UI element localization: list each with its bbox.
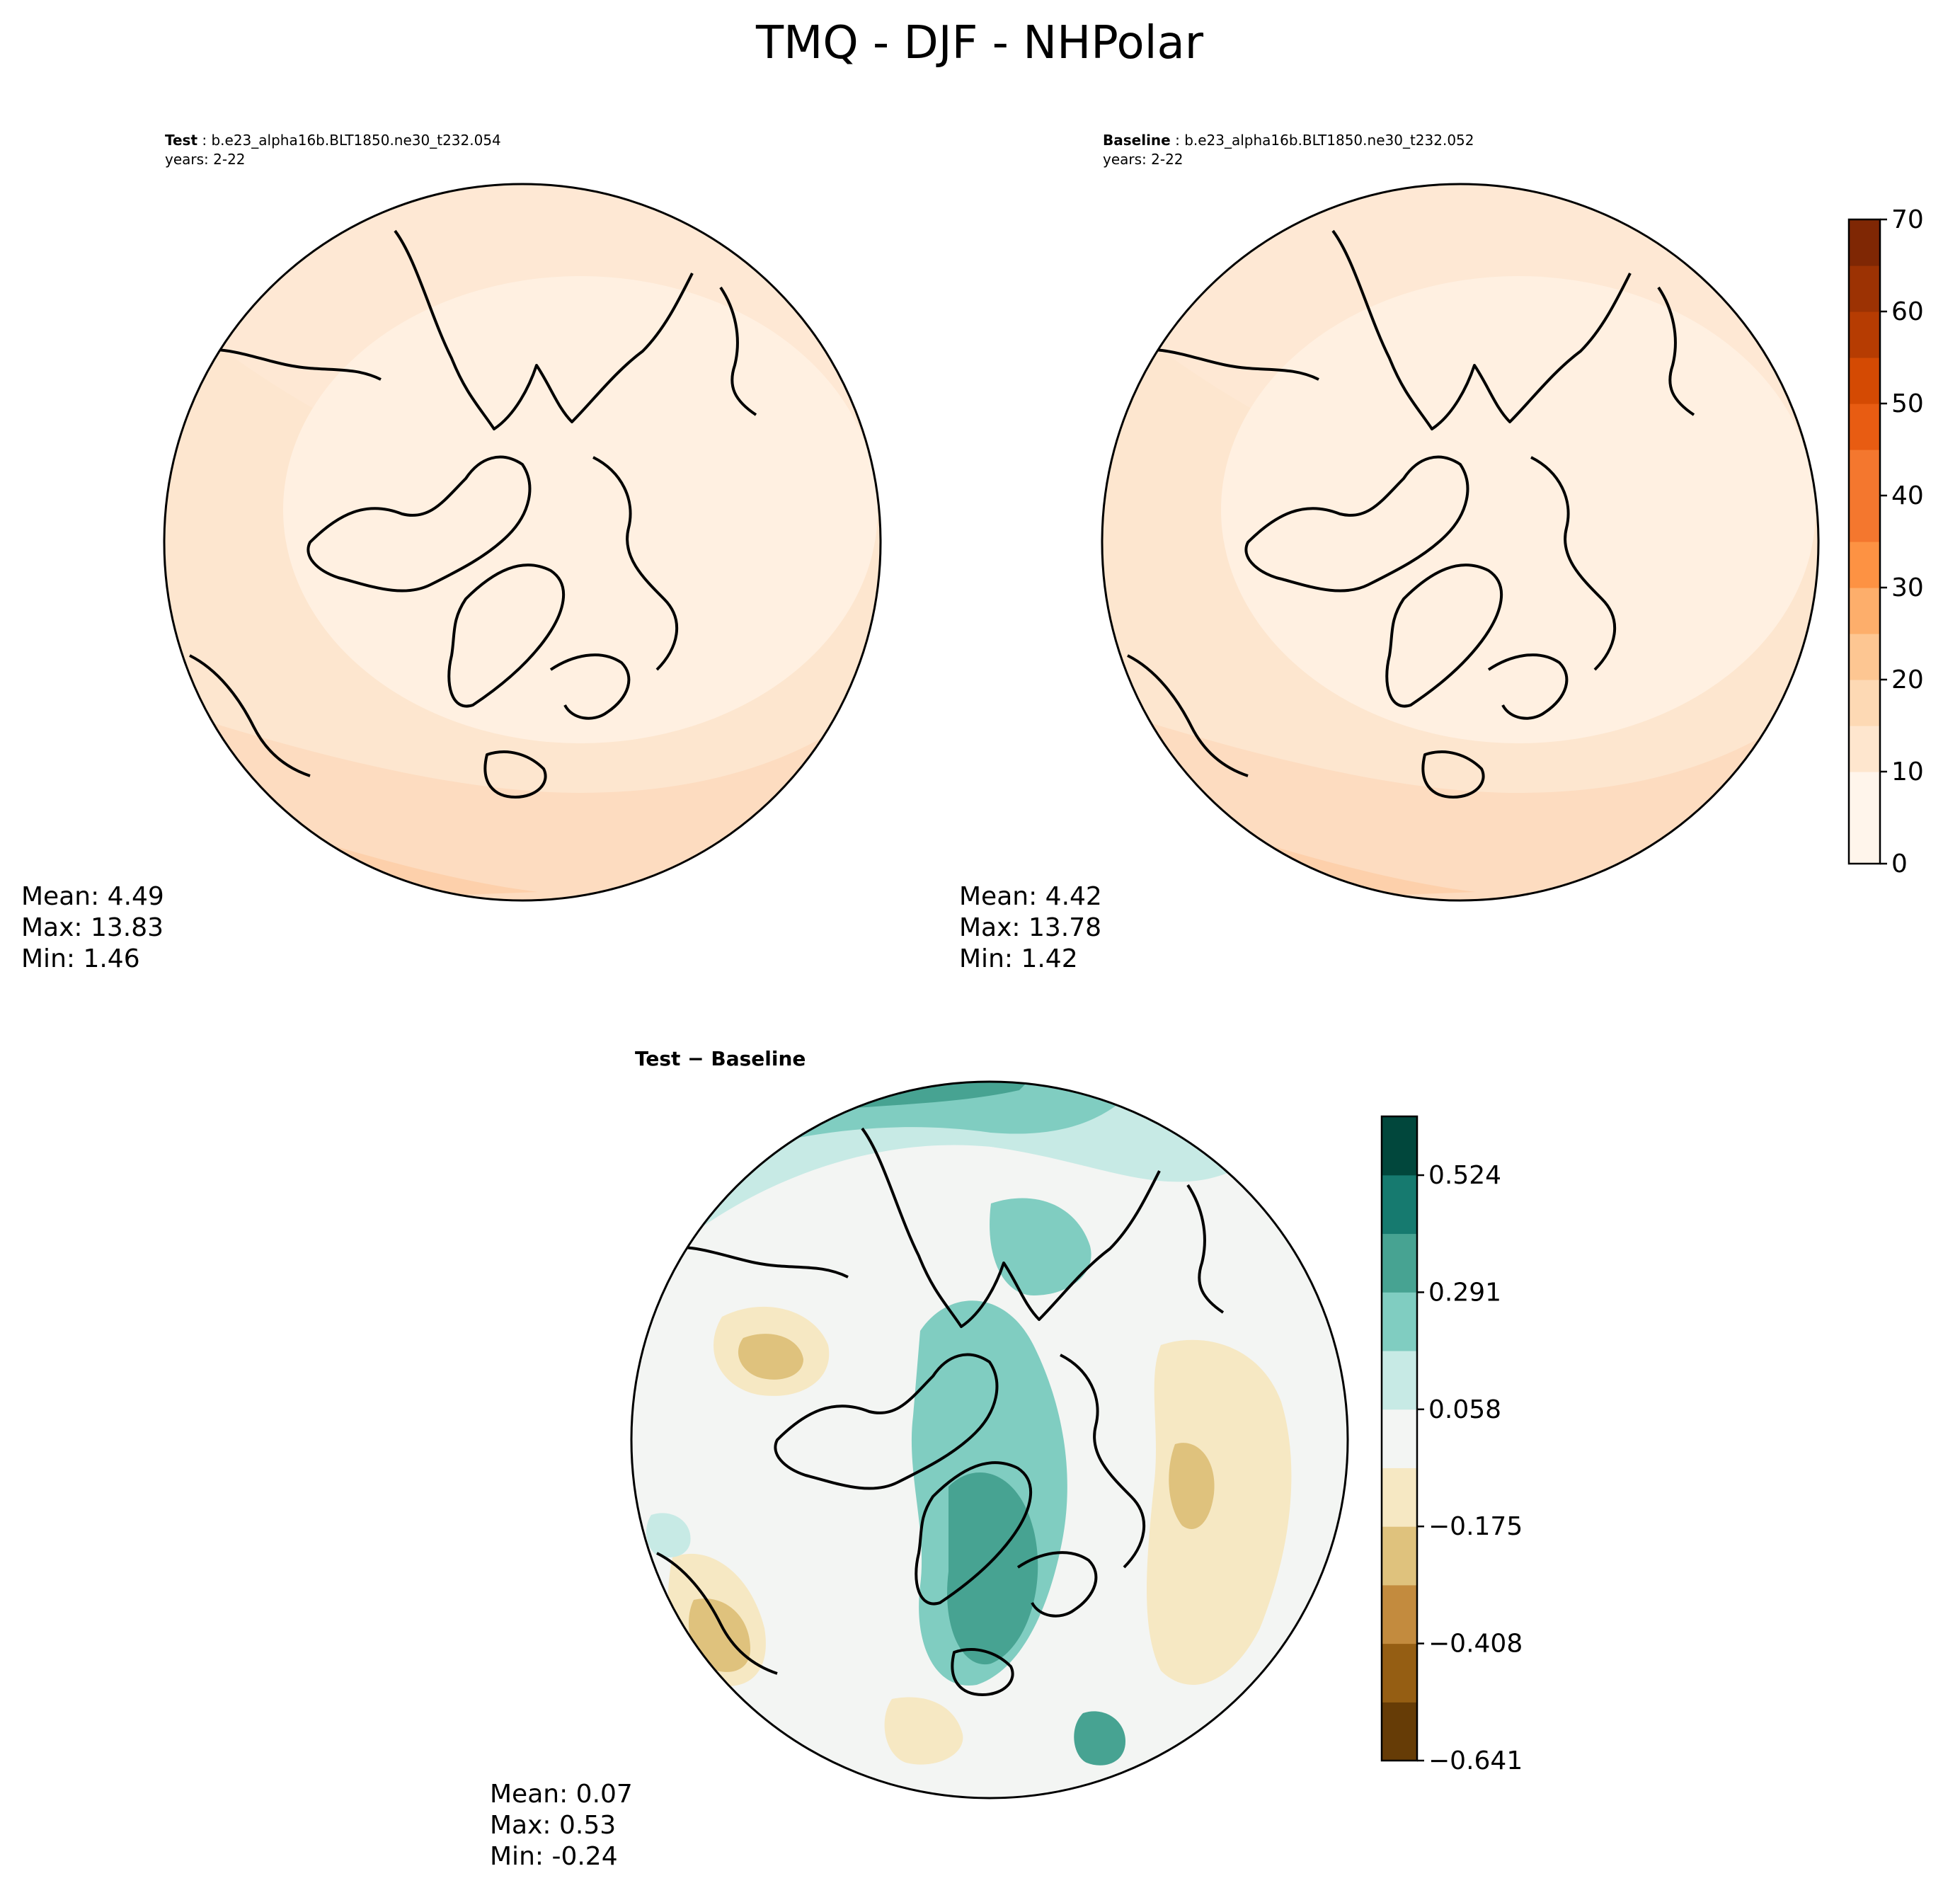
colorbar-seq-segment bbox=[1849, 265, 1880, 312]
panel-diff-label: Test − Baseline bbox=[635, 1047, 806, 1070]
colorbar-diverging: 0.524 0.291 0.058 −0.175 −0.408 −0.641 bbox=[1380, 1115, 1523, 1775]
colorbar-seq-tick-label: 60 bbox=[1891, 297, 1924, 326]
colorbar-seq-tick-label: 30 bbox=[1891, 573, 1924, 602]
colorbar-seq-segment bbox=[1849, 772, 1880, 818]
panel-baseline-max: Max: 13.78 bbox=[959, 913, 1101, 942]
panel-diff-mean: Mean: 0.07 bbox=[490, 1780, 633, 1809]
colorbar-div-segment bbox=[1382, 1643, 1417, 1703]
panel-test-mean: Mean: 4.49 bbox=[21, 882, 164, 911]
panel-diff-max: Max: 0.53 bbox=[490, 1811, 616, 1840]
colorbar-div-segment bbox=[1382, 1526, 1417, 1586]
colorbar-div-tick-label: −0.175 bbox=[1428, 1512, 1523, 1541]
colorbar-seq-segment bbox=[1849, 357, 1880, 404]
colorbar-div-tick-label: −0.641 bbox=[1428, 1746, 1523, 1775]
svg-text:Test : b.e23_alpha16b.BLT1850.: Test : b.e23_alpha16b.BLT1850.ne30_t232.… bbox=[165, 132, 501, 149]
colorbar-div-segment bbox=[1382, 1584, 1417, 1644]
colorbar-seq-tick-label: 70 bbox=[1891, 205, 1924, 234]
colorbar-seq-segment bbox=[1849, 450, 1880, 496]
colorbar-seq-tick-label: 10 bbox=[1891, 757, 1924, 786]
colorbar-seq-tick-label: 0 bbox=[1891, 849, 1908, 879]
colorbar-seq-segment bbox=[1849, 404, 1880, 450]
panel-baseline-years: years: 2-22 bbox=[1103, 151, 1184, 168]
panel-test-label-rest: : b.e23_alpha16b.BLT1850.ne30_t232.054 bbox=[197, 132, 501, 149]
colorbar-div-tick-label: −0.408 bbox=[1428, 1630, 1523, 1659]
colorbar-div-tick-label: 0.524 bbox=[1428, 1161, 1501, 1190]
panel-test: Test : b.e23_alpha16b.BLT1850.ne30_t232.… bbox=[21, 132, 882, 973]
colorbar-seq-segment bbox=[1849, 311, 1880, 358]
colorbar-seq-segment bbox=[1849, 496, 1880, 542]
colorbar-seq-segment bbox=[1849, 680, 1880, 726]
panel-test-years: years: 2-22 bbox=[165, 151, 246, 168]
colorbar-div-segment bbox=[1382, 1468, 1417, 1527]
colorbar-div-tick-label: 0.291 bbox=[1428, 1278, 1501, 1307]
panel-test-max: Max: 13.83 bbox=[21, 913, 164, 942]
colorbar-div-segment bbox=[1382, 1292, 1417, 1351]
colorbar-seq-tick-label: 20 bbox=[1891, 665, 1924, 694]
colorbar-seq-segment bbox=[1849, 818, 1880, 864]
colorbar-seq-segment bbox=[1849, 588, 1880, 634]
colorbar-seq-tick-label: 40 bbox=[1891, 481, 1924, 510]
colorbar-div-segment bbox=[1382, 1174, 1417, 1235]
colorbar-seq-segment bbox=[1849, 542, 1880, 588]
svg-text:Baseline : b.e23_alpha16b.BLT1: Baseline : b.e23_alpha16b.BLT1850.ne30_t… bbox=[1103, 132, 1474, 149]
panel-baseline: Baseline : b.e23_alpha16b.BLT1850.ne30_t… bbox=[959, 132, 1820, 973]
colorbar-seq-segment bbox=[1849, 726, 1880, 772]
panel-baseline-label-rest: : b.e23_alpha16b.BLT1850.ne30_t232.052 bbox=[1171, 132, 1474, 149]
colorbar-div-segment bbox=[1382, 1116, 1417, 1176]
panel-diff-min: Min: -0.24 bbox=[490, 1842, 618, 1871]
panel-baseline-min: Min: 1.42 bbox=[959, 944, 1078, 973]
colorbar-seq-tick-label: 50 bbox=[1891, 389, 1924, 418]
panel-baseline-label-bold: Baseline bbox=[1103, 132, 1171, 149]
colorbar-seq-segment bbox=[1849, 219, 1880, 266]
panel-baseline-mean: Mean: 4.42 bbox=[959, 882, 1102, 911]
panel-test-label-bold: Test bbox=[165, 132, 197, 149]
panel-test-min: Min: 1.46 bbox=[21, 944, 140, 973]
panel-diff: Test − Baseline bbox=[490, 1047, 1349, 1871]
colorbar-div-segment bbox=[1382, 1409, 1417, 1468]
colorbar-div-segment bbox=[1382, 1350, 1417, 1410]
colorbar-seq-segment bbox=[1849, 634, 1880, 680]
colorbar-div-segment bbox=[1382, 1702, 1417, 1761]
figure-title: TMQ - DJF - NHPolar bbox=[755, 17, 1204, 69]
colorbar-sequential: 0 10 20 30 40 50 60 70 bbox=[1847, 205, 1924, 879]
colorbar-div-tick-label: 0.058 bbox=[1428, 1395, 1501, 1424]
colorbar-div-segment bbox=[1382, 1233, 1417, 1293]
